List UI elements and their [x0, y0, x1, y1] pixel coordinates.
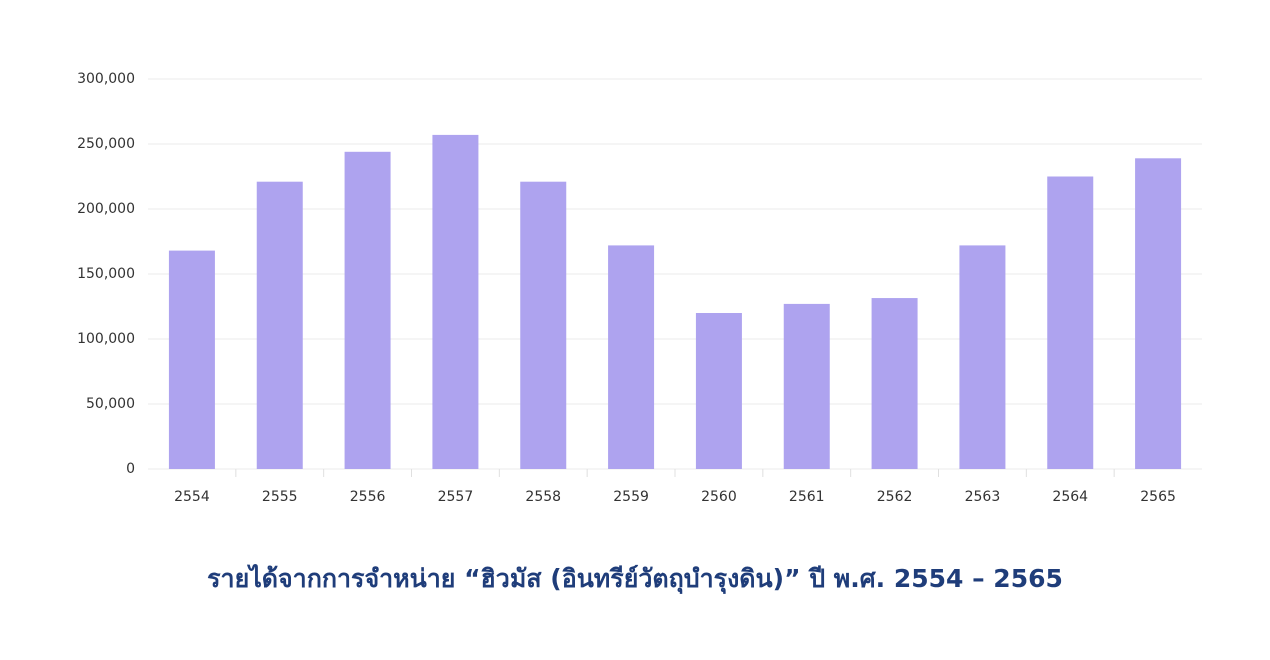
- bar: [608, 245, 655, 469]
- x-tick-label: 2561: [789, 489, 825, 505]
- x-tick-label: 2563: [965, 489, 1001, 505]
- chart-title: รายได้จากการจำหน่าย “ฮิวมัส (อินทรีย์วัต…: [207, 563, 1063, 595]
- x-tick-label: 2556: [350, 489, 386, 505]
- bar: [1047, 176, 1094, 469]
- x-tick-label: 2558: [525, 489, 561, 505]
- x-tick-label: 2565: [1140, 489, 1176, 505]
- bar: [432, 134, 479, 469]
- y-tick-label: 250,000: [77, 136, 135, 152]
- y-tick-label: 0: [126, 461, 135, 477]
- x-tick-label: 2560: [701, 489, 737, 505]
- bar: [959, 245, 1006, 469]
- bar: [1135, 158, 1182, 470]
- bar: [520, 181, 567, 469]
- bar: [256, 181, 303, 469]
- y-tick-label: 300,000: [77, 71, 135, 87]
- bar: [168, 250, 215, 469]
- x-tick-label: 2562: [877, 489, 913, 505]
- x-tick-label: 2554: [174, 489, 210, 505]
- x-tick-label: 2555: [262, 489, 298, 505]
- y-tick-label: 150,000: [77, 266, 135, 282]
- bar: [344, 151, 391, 470]
- bar: [783, 303, 830, 469]
- bar: [695, 313, 742, 469]
- x-tick-label: 2559: [613, 489, 649, 505]
- y-tick-label: 50,000: [86, 396, 135, 412]
- x-tick-label: 2564: [1052, 489, 1088, 505]
- y-tick-label: 100,000: [77, 331, 135, 347]
- bar: [871, 298, 918, 469]
- x-tick-label: 2557: [438, 489, 474, 505]
- y-tick-label: 200,000: [77, 201, 135, 217]
